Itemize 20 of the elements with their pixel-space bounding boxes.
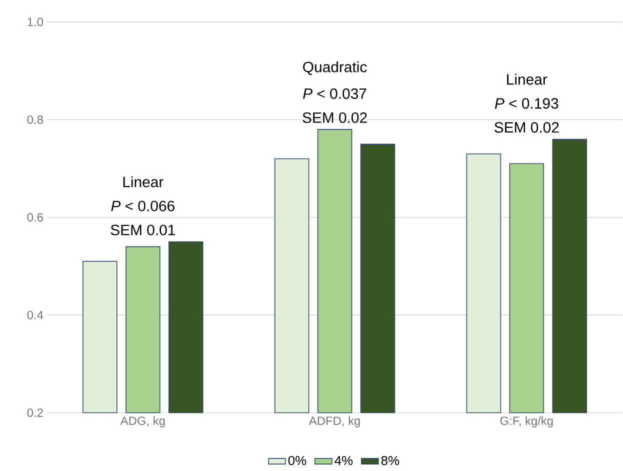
y-tick-label: 1.0 [28,18,43,26]
annotation: P < 0.037 [303,88,366,100]
annotation: SEM 0.01 [110,224,175,236]
y-tick-label: 0.8 [27,116,43,124]
annotation: Linear [123,176,164,188]
x-tick-label: ADG, kg [120,416,165,428]
annotation: SEM 0.02 [494,122,559,133]
x-tick-label: G:F, kg/kg [500,416,553,428]
annotation: SEM 0.02 [302,112,367,124]
annotation: Linear [507,74,548,85]
legend-label: 0% [288,456,306,466]
y-tick-label: 0.4 [27,311,44,320]
annotation: P < 0.066 [111,200,174,212]
legend-label: 8% [381,456,400,466]
annotation: P < 0.193 [494,98,558,109]
y-tick-label: 0.6 [27,213,43,222]
x-tick-label: ADFD, kg [308,416,360,428]
annotation: Quadratic [303,62,367,76]
legend-label: 4% [334,456,353,466]
y-tick-label: 0.2 [27,408,43,418]
